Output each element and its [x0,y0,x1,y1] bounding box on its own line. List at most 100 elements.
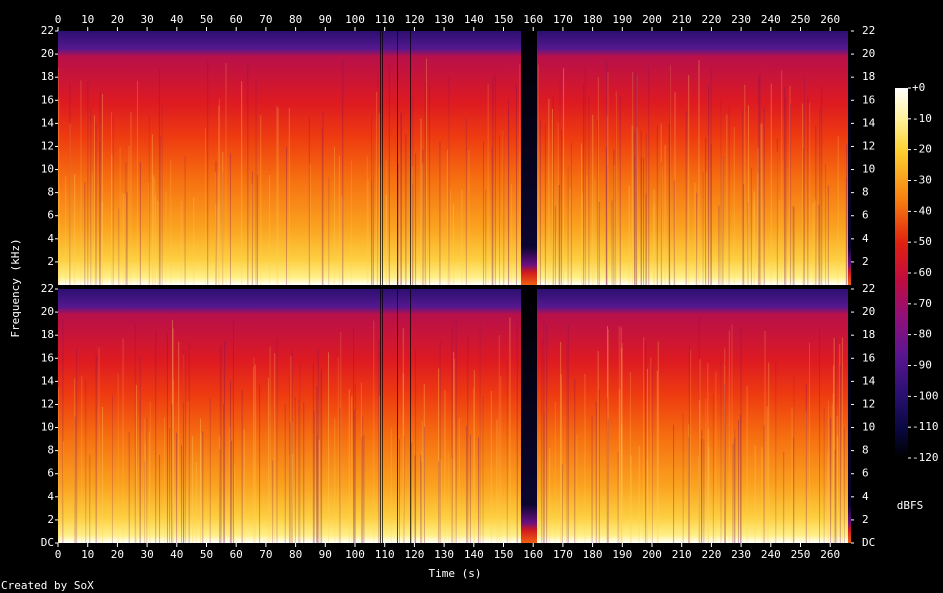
texture-streak [415,349,417,543]
texture-streak [74,174,76,285]
y-tick-label: 10 [41,421,54,434]
texture-streak [491,147,493,285]
texture-streak [241,81,243,285]
texture-streak [543,320,545,543]
texture-streak [453,358,455,543]
texture-streak [688,346,690,543]
texture-streak [543,413,545,543]
texture-streak [595,401,597,543]
texture-streak [552,96,554,286]
x-tick-label: 20 [111,548,124,561]
texture-streak [558,184,560,285]
texture-streak [660,123,662,286]
x-tick-label-top: 90 [319,13,332,26]
x-tick-label: 180 [583,548,603,561]
texture-streak [761,447,763,543]
texture-streak [740,414,742,543]
texture-streak [843,428,845,543]
texture-streak [567,166,569,285]
texture-streak [791,406,793,543]
x-tick-label: 10 [81,548,94,561]
texture-streak [353,328,355,543]
texture-streak [586,175,588,285]
texture-streak [789,85,791,285]
texture-streak [763,106,765,286]
texture-streak [510,184,512,285]
y-tick-label-right: 16 [862,351,875,364]
dark-streak [382,289,383,543]
texture-streak [812,202,814,285]
texture-streak [724,365,726,543]
texture-streak [718,205,720,285]
texture-streak [818,204,820,285]
x-tick-label: 210 [672,548,692,561]
x-tick-label: 120 [404,548,424,561]
texture-streak [712,394,714,543]
texture-streak [171,319,173,543]
texture-streak [605,146,607,285]
x-tick-label-top: 110 [375,13,395,26]
texture-streak [215,161,217,285]
texture-streak [685,110,687,285]
texture-streak [149,401,151,543]
texture-streak [559,75,561,285]
texture-streak [544,124,546,285]
texture-streak [424,81,426,285]
texture-streak [500,376,502,543]
texture-streak [224,341,226,543]
texture-streak [159,454,161,543]
texture-streak [309,164,311,285]
texture-streak [222,151,224,285]
spectrogram-area [58,31,851,543]
texture-streak [269,346,271,543]
texture-streak [634,70,636,285]
texture-streak [746,385,748,543]
texture-streak [424,426,426,543]
y-tick-label: 16 [41,93,54,106]
texture-streak [322,112,324,285]
texture-streak [134,323,136,543]
x-tick-label-top: 40 [170,13,183,26]
texture-streak [815,125,817,285]
texture-streak [698,60,700,285]
texture-streak [596,120,598,285]
texture-streak [708,446,710,543]
silence-gap [521,289,537,543]
texture-streak [634,156,636,285]
texture-streak [793,377,795,543]
x-tick-label: 70 [259,548,272,561]
texture-streak [734,437,736,543]
texture-streak [373,320,375,543]
x-tick-label-top: 50 [200,13,213,26]
x-tick-label-top: 120 [404,13,424,26]
texture-streak [267,378,269,543]
y-tick-label-right: 4 [862,490,869,503]
texture-streak [725,362,727,543]
x-tick-label-top: 130 [434,13,454,26]
y-tick-label: 18 [41,70,54,83]
texture-streak [823,408,825,543]
texture-streak [122,193,124,285]
texture-streak [124,194,126,285]
texture-streak [753,191,755,285]
texture-streak [615,91,617,285]
texture-streak [338,156,340,285]
texture-streak [827,185,829,285]
texture-streak [290,356,292,543]
texture-streak [200,433,202,543]
colorbar [895,88,908,458]
x-tick-label-top: 210 [672,13,692,26]
texture-streak [703,439,705,543]
texture-streak [316,385,318,543]
texture-streak [139,356,141,543]
x-tick-label: 30 [140,548,153,561]
texture-streak [845,177,847,285]
y-tick-label: 6 [47,209,54,222]
texture-streak [541,338,543,543]
texture-streak [750,167,752,285]
texture-streak [410,442,412,543]
texture-streak [334,418,336,543]
texture-streak [99,141,101,285]
colorbar-tick-label: -20 [912,143,932,156]
y-tick-label: 20 [41,305,54,318]
